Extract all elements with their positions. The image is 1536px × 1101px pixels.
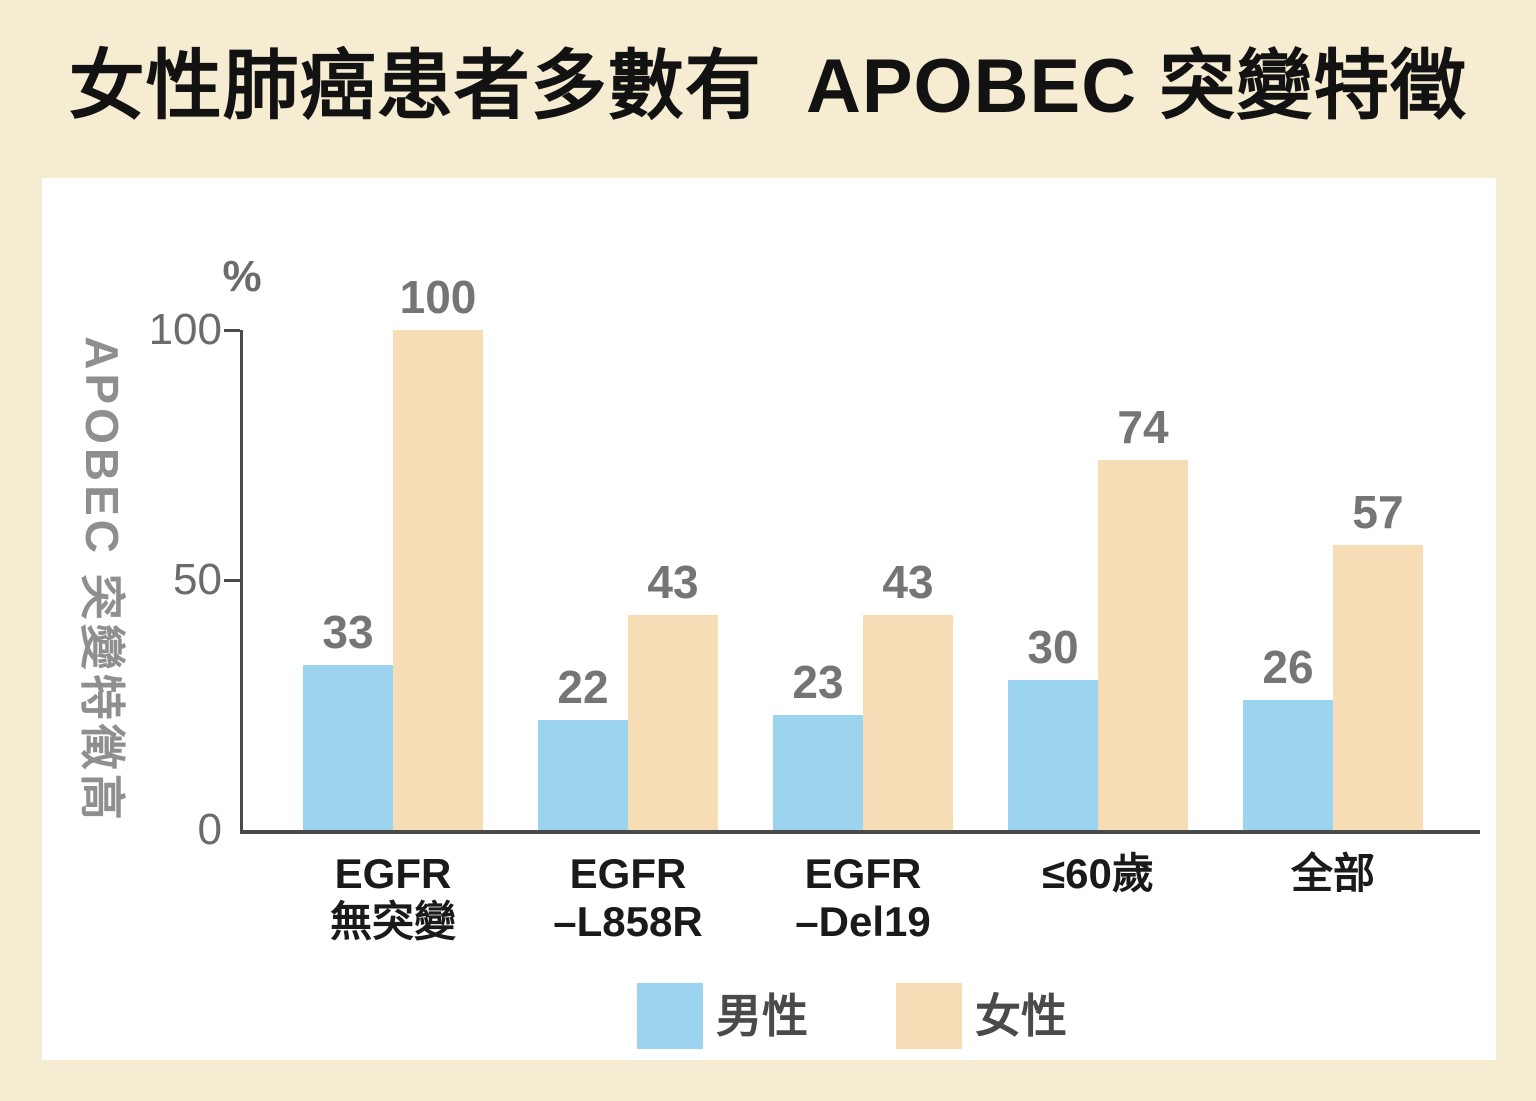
legend-swatch-male bbox=[637, 983, 703, 1049]
bar-male-2 bbox=[773, 715, 863, 830]
bar-value-label: 33 bbox=[322, 606, 374, 658]
chart-panel: % APOBEC 突變特徵高 0 50 100 33 22 23 30 26 100 43 43 74… bbox=[42, 178, 1496, 1060]
bar-female-3 bbox=[1098, 460, 1188, 830]
bar-value-label: 74 bbox=[1117, 401, 1169, 453]
x-axis-category-label: 全部 bbox=[1290, 850, 1376, 897]
bar-female-0 bbox=[393, 330, 483, 830]
bar-value-label: 30 bbox=[1027, 621, 1079, 673]
page-title: 女性肺癌患者多數有 APOBEC 突變特徵 bbox=[68, 44, 1468, 129]
bar-male-1 bbox=[538, 720, 628, 830]
y-axis-tick-label: 0 bbox=[197, 805, 222, 854]
x-axis-category-label: ≤60歲 bbox=[1042, 850, 1154, 897]
bar-value-label: 57 bbox=[1352, 486, 1404, 538]
legend-item-female: 女性 bbox=[896, 983, 1067, 1049]
bar-value-label: 100 bbox=[399, 271, 477, 323]
x-axis-category-label: EGFR 無突變 bbox=[329, 850, 457, 945]
bar-value-label: 22 bbox=[557, 661, 609, 713]
x-axis-line bbox=[240, 830, 1480, 834]
bar-value-label: 26 bbox=[1262, 641, 1314, 693]
x-axis-category-label: EGFR –L858R bbox=[553, 850, 703, 945]
legend-label-female: 女性 bbox=[975, 990, 1067, 1042]
x-axis-category-label: EGFR –Del19 bbox=[795, 850, 931, 945]
bar-female-4 bbox=[1333, 545, 1423, 830]
y-axis-tick bbox=[224, 579, 240, 582]
bar-female-1 bbox=[628, 615, 718, 830]
y-axis-line bbox=[240, 330, 243, 833]
bar-female-2 bbox=[863, 615, 953, 830]
legend-item-male: 男性 bbox=[637, 983, 808, 1049]
y-axis-tick bbox=[224, 329, 240, 332]
bar-value-label: 43 bbox=[647, 556, 699, 608]
bar-male-4 bbox=[1243, 700, 1333, 830]
legend-swatch-female bbox=[896, 983, 962, 1049]
y-axis-tick-label: 100 bbox=[148, 305, 222, 354]
bar-value-label: 43 bbox=[882, 556, 934, 608]
legend-label-male: 男性 bbox=[716, 990, 808, 1042]
bar-male-3 bbox=[1008, 680, 1098, 830]
bar-chart: % APOBEC 突變特徵高 0 50 100 33 22 23 30 26 100 43 43 74… bbox=[42, 178, 1496, 1060]
y-axis-tick-label: 50 bbox=[173, 555, 222, 604]
y-axis-unit-label: % bbox=[222, 252, 262, 301]
bar-male-0 bbox=[303, 665, 393, 830]
bar-value-label: 23 bbox=[792, 656, 844, 708]
